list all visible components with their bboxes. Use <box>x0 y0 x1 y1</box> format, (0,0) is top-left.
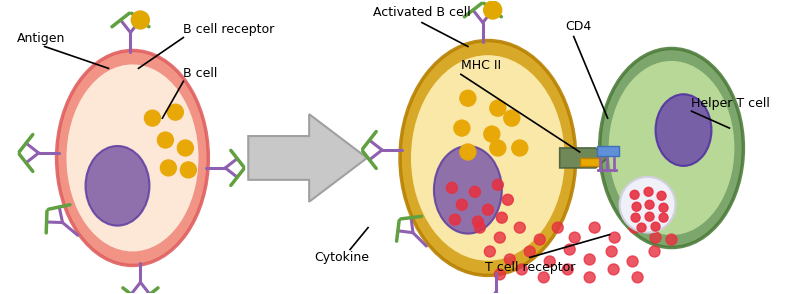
Circle shape <box>514 222 525 233</box>
Circle shape <box>589 222 600 233</box>
Circle shape <box>649 246 660 257</box>
Polygon shape <box>248 114 367 202</box>
Circle shape <box>158 132 174 148</box>
Circle shape <box>637 223 646 232</box>
Circle shape <box>562 264 573 275</box>
Circle shape <box>538 272 549 283</box>
Circle shape <box>659 213 668 222</box>
Circle shape <box>609 232 620 243</box>
Text: Cytokine: Cytokine <box>314 251 369 264</box>
Circle shape <box>456 199 467 210</box>
Circle shape <box>666 234 677 245</box>
Circle shape <box>490 140 505 156</box>
Circle shape <box>494 232 505 243</box>
Circle shape <box>659 203 668 212</box>
Circle shape <box>645 212 654 221</box>
Circle shape <box>504 110 520 126</box>
Circle shape <box>651 222 660 231</box>
Circle shape <box>484 1 501 19</box>
Circle shape <box>493 179 503 190</box>
Ellipse shape <box>57 51 209 265</box>
Circle shape <box>144 110 161 126</box>
Text: T cell receptor: T cell receptor <box>485 261 575 274</box>
Circle shape <box>494 269 505 280</box>
Circle shape <box>569 232 580 243</box>
Circle shape <box>584 272 595 283</box>
Circle shape <box>525 246 535 257</box>
Circle shape <box>564 244 576 255</box>
Circle shape <box>505 254 515 265</box>
Circle shape <box>447 182 458 193</box>
Circle shape <box>161 160 177 176</box>
Circle shape <box>497 212 507 223</box>
Ellipse shape <box>434 146 501 234</box>
Circle shape <box>484 246 495 257</box>
Ellipse shape <box>411 55 564 261</box>
Circle shape <box>484 126 500 142</box>
Text: CD4: CD4 <box>566 20 592 33</box>
Circle shape <box>627 256 638 267</box>
Circle shape <box>502 194 513 205</box>
Circle shape <box>512 140 528 156</box>
Text: Activated B cell: Activated B cell <box>373 6 470 19</box>
Ellipse shape <box>85 146 150 225</box>
Text: Antigen: Antigen <box>17 32 65 45</box>
Circle shape <box>454 120 470 136</box>
Ellipse shape <box>400 41 576 275</box>
Circle shape <box>474 222 486 233</box>
Text: Helper T cell: Helper T cell <box>692 97 771 110</box>
Circle shape <box>632 202 641 211</box>
Text: B cell: B cell <box>183 67 218 80</box>
Bar <box>579 158 599 166</box>
Circle shape <box>534 234 545 245</box>
Circle shape <box>631 213 640 222</box>
Text: B cell receptor: B cell receptor <box>183 23 275 36</box>
Circle shape <box>608 264 619 275</box>
Circle shape <box>482 204 494 215</box>
Circle shape <box>630 190 639 199</box>
Circle shape <box>632 272 643 283</box>
Polygon shape <box>560 148 607 168</box>
Circle shape <box>544 256 556 267</box>
Circle shape <box>490 100 505 116</box>
Circle shape <box>650 232 661 243</box>
Circle shape <box>167 104 183 120</box>
Circle shape <box>629 222 640 233</box>
Circle shape <box>552 222 564 233</box>
Ellipse shape <box>599 49 743 248</box>
Circle shape <box>470 186 480 197</box>
Ellipse shape <box>656 94 712 166</box>
Circle shape <box>619 177 676 233</box>
Ellipse shape <box>609 61 735 235</box>
Circle shape <box>645 200 654 209</box>
Bar <box>597 146 618 156</box>
Ellipse shape <box>66 64 198 251</box>
Circle shape <box>606 246 617 257</box>
Circle shape <box>131 11 150 29</box>
Circle shape <box>460 144 476 160</box>
Circle shape <box>657 191 666 200</box>
Circle shape <box>181 162 197 178</box>
Circle shape <box>178 140 193 156</box>
Circle shape <box>472 216 483 227</box>
Circle shape <box>644 187 653 196</box>
Circle shape <box>450 214 460 225</box>
Text: MHC II: MHC II <box>461 59 501 72</box>
Circle shape <box>460 90 476 106</box>
Circle shape <box>584 254 595 265</box>
Circle shape <box>517 264 527 275</box>
